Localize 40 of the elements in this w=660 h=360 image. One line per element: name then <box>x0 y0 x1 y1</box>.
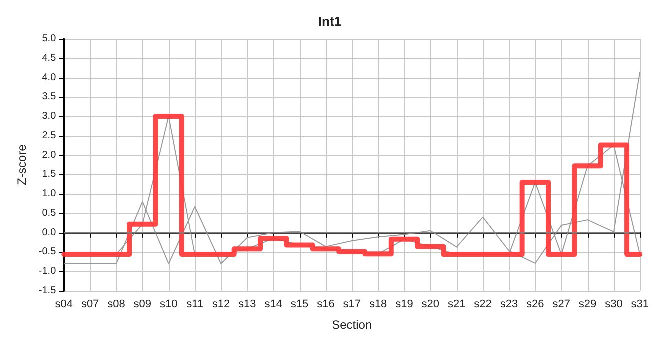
x-tick-label: s31 <box>631 298 650 310</box>
y-tick-label: -1.5 <box>38 286 57 296</box>
y-tick-label: 3.5 <box>42 92 57 103</box>
y-tick-label: 4.5 <box>42 52 57 64</box>
x-tick-label: s11 <box>186 298 204 310</box>
y-tick-label: 2.5 <box>42 130 57 142</box>
y-tick-label: 1.0 <box>42 188 57 200</box>
x-tick-label: s09 <box>134 298 152 310</box>
y-tick-label: 0.0 <box>42 227 57 238</box>
x-tick-label: s30 <box>605 298 623 310</box>
y-tick-label: -0.5 <box>38 246 57 258</box>
x-tick-label: s14 <box>264 298 282 310</box>
x-tick-label: s12 <box>212 298 230 310</box>
chart-title: Int1 <box>318 14 342 29</box>
x-tick-label: s17 <box>343 298 362 310</box>
y-tick-label: 1.5 <box>42 169 57 180</box>
y-tick-label: 0.5 <box>42 208 57 219</box>
y-tick-label: -1.0 <box>38 266 57 278</box>
x-tick-label: s16 <box>317 298 335 310</box>
x-axis-title: Section <box>332 318 372 332</box>
x-tick-label: s10 <box>160 298 178 310</box>
x-tick-label: s26 <box>526 298 544 310</box>
y-tick-label: 5.0 <box>42 34 57 44</box>
x-tick-label: s15 <box>290 298 309 310</box>
x-tick-label: s18 <box>369 298 388 310</box>
x-tick-label: s04 <box>55 298 74 310</box>
x-tick-label: s29 <box>578 298 597 310</box>
y-tick-label: 2.0 <box>42 150 57 161</box>
y-tick-label: 3.0 <box>42 111 57 122</box>
x-tick-label: s23 <box>500 298 518 310</box>
x-tick-label: s19 <box>396 298 414 310</box>
y-axis-title: Z-score <box>15 144 29 186</box>
x-tick-label: s07 <box>81 298 100 310</box>
x-tick-label: s20 <box>422 298 440 310</box>
x-tick-label: s27 <box>552 298 570 310</box>
x-tick-label: s22 <box>474 298 492 310</box>
y-tick-label: 4.0 <box>42 72 57 84</box>
x-tick-label: s21 <box>448 298 466 310</box>
x-tick-label: s08 <box>108 298 126 310</box>
x-tick-label: s13 <box>238 298 256 310</box>
